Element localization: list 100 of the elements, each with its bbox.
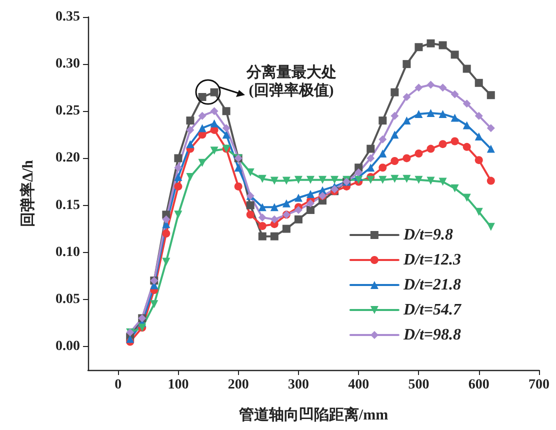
point xyxy=(174,154,182,162)
point xyxy=(474,208,483,216)
point xyxy=(318,176,327,184)
point xyxy=(282,224,290,233)
point xyxy=(414,149,423,158)
point xyxy=(426,80,435,89)
point xyxy=(450,90,459,98)
point xyxy=(462,142,471,151)
point xyxy=(486,222,495,231)
point xyxy=(402,60,411,68)
point xyxy=(390,88,399,96)
point xyxy=(210,107,218,116)
point xyxy=(486,144,495,153)
point xyxy=(378,164,387,172)
point xyxy=(162,230,170,238)
point xyxy=(270,176,278,185)
point xyxy=(414,43,423,52)
point xyxy=(282,199,290,208)
point xyxy=(486,124,495,132)
point xyxy=(450,50,459,59)
point xyxy=(186,126,194,134)
point xyxy=(246,168,254,176)
point xyxy=(426,109,435,118)
point xyxy=(294,215,302,224)
point xyxy=(450,184,459,192)
point xyxy=(234,164,242,172)
point xyxy=(438,84,447,92)
point xyxy=(462,194,471,202)
x-tick-label: 600 xyxy=(468,378,490,392)
point xyxy=(246,201,254,210)
x-tick-label: 300 xyxy=(288,378,309,392)
point xyxy=(306,206,314,214)
point xyxy=(414,84,423,92)
annotation: 分离量最大处 (回弹率极值) xyxy=(246,64,336,100)
point xyxy=(378,149,387,158)
point xyxy=(294,206,302,214)
point xyxy=(330,176,339,184)
point xyxy=(258,232,266,240)
point xyxy=(198,124,206,132)
point xyxy=(402,174,411,183)
point xyxy=(402,154,411,162)
x-tick-label: 0 xyxy=(114,378,122,392)
y-tick-label: 0.00 xyxy=(56,338,80,354)
point xyxy=(462,64,471,73)
point xyxy=(486,176,495,185)
y-tick-label: 0.15 xyxy=(56,198,80,213)
x-tick-label: 500 xyxy=(408,378,430,392)
point xyxy=(438,178,447,186)
legend-label: D/t=98.8 xyxy=(402,326,461,344)
point xyxy=(222,124,230,132)
legend-label: D/t=21.8 xyxy=(402,276,461,294)
legend-label: D/t=9.8 xyxy=(402,226,453,244)
point xyxy=(438,41,447,50)
point xyxy=(426,176,435,185)
point xyxy=(306,176,314,184)
point xyxy=(486,91,495,100)
point xyxy=(390,112,399,120)
point xyxy=(162,258,170,266)
point xyxy=(162,215,170,224)
point xyxy=(462,100,471,108)
y-axis-title: 回弹率Δ/h xyxy=(18,159,36,227)
point xyxy=(258,174,266,183)
y-tick-label: 0.25 xyxy=(56,104,80,119)
point xyxy=(426,144,435,153)
y-tick-label: 0.20 xyxy=(56,150,80,166)
point xyxy=(474,112,483,120)
point xyxy=(210,146,218,155)
point xyxy=(174,164,182,172)
point xyxy=(426,39,435,48)
point xyxy=(450,137,459,146)
point xyxy=(294,176,302,184)
point xyxy=(222,130,230,139)
point xyxy=(306,190,314,198)
point xyxy=(402,93,411,102)
legend-label: D/t=12.3 xyxy=(402,252,461,268)
point xyxy=(186,140,194,148)
point xyxy=(438,110,447,118)
point xyxy=(306,199,314,208)
point xyxy=(378,135,387,144)
point xyxy=(198,93,206,102)
point xyxy=(198,158,206,167)
point xyxy=(270,203,278,212)
x-tick-label: 400 xyxy=(348,378,370,392)
point xyxy=(450,114,459,122)
point xyxy=(366,154,375,162)
point xyxy=(474,78,483,87)
point xyxy=(366,164,375,172)
point xyxy=(210,119,218,128)
point xyxy=(186,116,194,125)
point xyxy=(174,182,182,190)
point xyxy=(474,132,483,141)
point xyxy=(354,168,363,176)
point xyxy=(414,110,423,118)
point xyxy=(282,176,290,185)
x-tick-label: 100 xyxy=(168,378,189,392)
point xyxy=(174,210,182,219)
point xyxy=(246,210,254,219)
point xyxy=(378,116,387,125)
y-tick-label: 0.35 xyxy=(56,10,80,24)
x-axis-title: 管道轴向凹陷距离/mm xyxy=(238,406,389,424)
